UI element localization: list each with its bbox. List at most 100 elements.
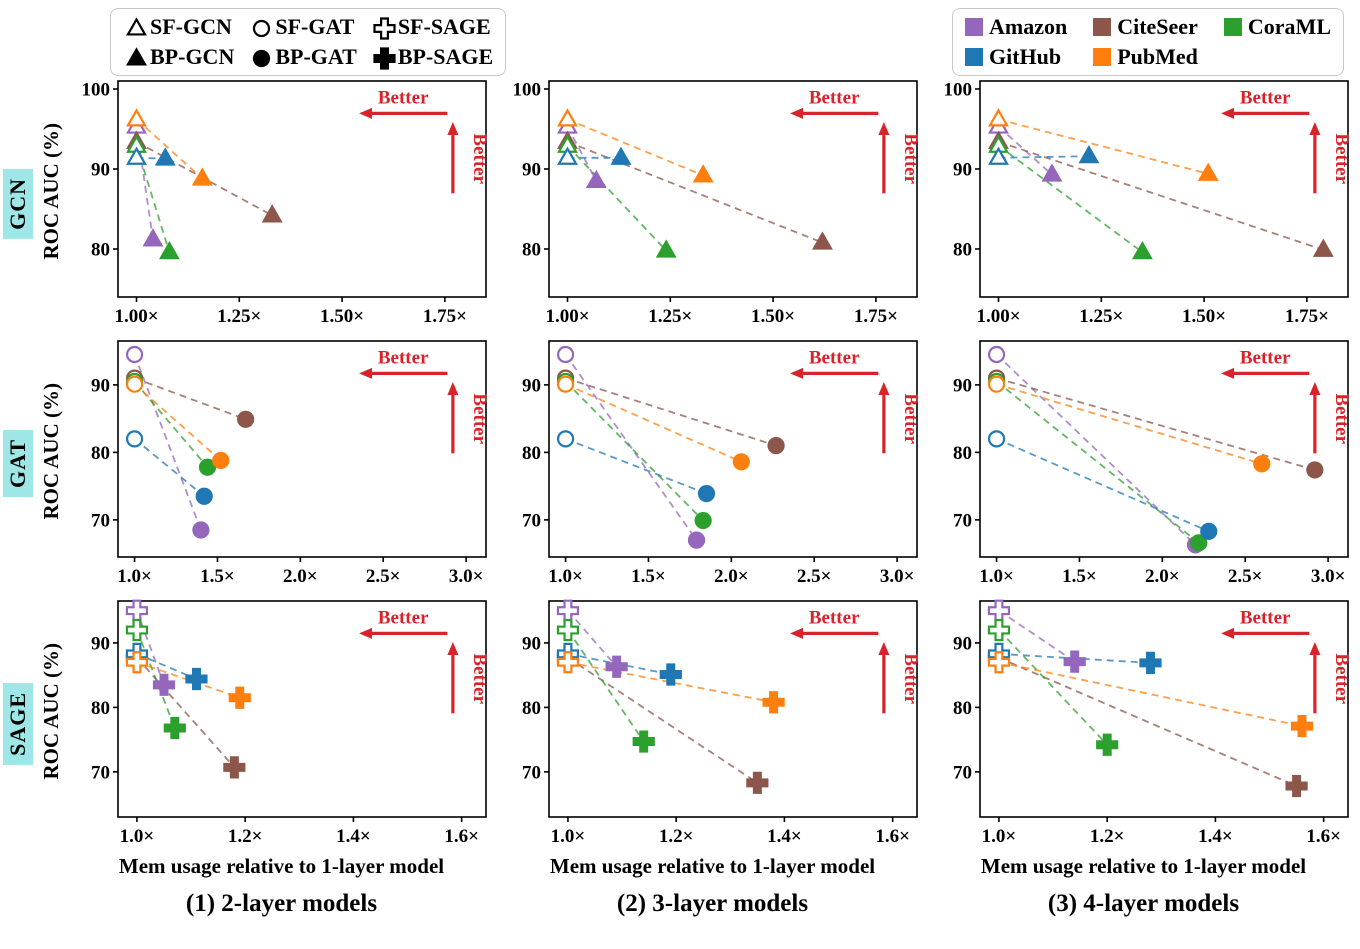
svg-text:1.0×: 1.0× [548, 566, 583, 587]
citeseer-swatch-icon [1093, 18, 1112, 36]
x-axis-label-col3: Mem usage relative to 1-layer model [980, 854, 1307, 878]
svg-text:Better: Better [378, 608, 429, 629]
svg-text:1.75×: 1.75× [423, 306, 467, 327]
svg-text:90: 90 [91, 633, 110, 654]
legend-item-bp-sage: BP-SAGE [371, 42, 493, 72]
svg-text:Better: Better [378, 348, 429, 369]
svg-text:1.2×: 1.2× [659, 826, 694, 847]
column-captions: (1) 2-layer models (2) 3-layer models (3… [0, 882, 1360, 918]
plot-sage-3layer: 1.0× 1.2× 1.4× 1.6× 70 80 90 Better Better [522, 599, 921, 847]
plot-gcn-2layer: 1.00× 1.25× 1.50× 1.75× 80 90 100 Better Better [82, 80, 491, 328]
svg-text:70: 70 [522, 762, 541, 783]
coraml-swatch-icon [1223, 18, 1242, 36]
svg-text:1.50×: 1.50× [1182, 306, 1226, 327]
svg-text:Better: Better [809, 88, 860, 109]
legend-item-coraml: CoraML [1223, 12, 1331, 42]
sf-gcn-marker-icon [123, 14, 150, 41]
legend-item-github: GitHub [965, 42, 1067, 72]
x-axis-labels: Mem usage relative to 1-layer model Mem … [0, 854, 1360, 882]
bp-gcn-marker-icon [123, 44, 150, 71]
svg-text:90: 90 [522, 375, 541, 396]
svg-text:1.25×: 1.25× [1079, 306, 1123, 327]
svg-text:1.6×: 1.6× [875, 826, 910, 847]
legend-label-sf-gat: SF-GAT [275, 14, 355, 39]
row-label-gcn: GCN [3, 169, 33, 239]
svg-text:90: 90 [953, 160, 972, 181]
svg-text:1.00×: 1.00× [545, 306, 589, 327]
svg-text:1.50×: 1.50× [751, 306, 795, 327]
legend-label-bp-gcn: BP-GCN [150, 44, 235, 69]
bp-gat-marker-icon [248, 44, 275, 71]
svg-text:1.00×: 1.00× [114, 306, 158, 327]
caption-4layer: (3) 4-layer models [1047, 890, 1240, 917]
svg-text:1.6×: 1.6× [444, 826, 479, 847]
legend-item-sf-sage: SF-SAGE [371, 12, 493, 42]
svg-text:1.2×: 1.2× [1090, 826, 1125, 847]
svg-text:1.4×: 1.4× [1198, 826, 1233, 847]
plot-gat-3layer: 1.0× 1.5× 2.0× 2.5× 3.0× 70 80 90 Better Better [522, 340, 921, 587]
svg-text:80: 80 [91, 240, 110, 261]
svg-text:2.0×: 2.0× [714, 566, 749, 587]
plot-gat-2layer: 1.0× 1.5× 2.0× 2.5× 3.0× 70 80 90 Better Better [91, 340, 490, 587]
svg-text:Better: Better [809, 608, 860, 629]
legend-label-bp-gat: BP-GAT [275, 44, 357, 69]
svg-text:2.0×: 2.0× [283, 566, 318, 587]
legend-item-bp-gat: BP-GAT [248, 42, 357, 72]
caption-3layer: (2) 3-layer models [616, 890, 809, 917]
x-axis-label-col1: Mem usage relative to 1-layer model [118, 854, 445, 878]
svg-text:2.5×: 2.5× [1228, 566, 1263, 587]
svg-text:90: 90 [953, 633, 972, 654]
svg-text:70: 70 [953, 762, 972, 783]
svg-text:1.50×: 1.50× [320, 306, 364, 327]
svg-text:90: 90 [91, 375, 110, 396]
svg-text:1.2×: 1.2× [228, 826, 263, 847]
row-sage: SAGE ROC AUC (%) 1.0× 1.2× 1.4× 1.6× 70 80 90 B… [0, 594, 1360, 854]
svg-text:1.25×: 1.25× [217, 306, 261, 327]
svg-text:Better: Better [1331, 133, 1352, 184]
legend-label-amazon: Amazon [989, 14, 1068, 39]
svg-text:1.5×: 1.5× [1062, 566, 1097, 587]
marker-legend: SF-GCN SF-GAT SF-SAGE BP-GCN BP-GAT BP-S… [110, 8, 507, 76]
svg-text:70: 70 [91, 762, 110, 783]
y-axis-label-gcn: ROC AUC (%) [38, 122, 63, 260]
svg-text:90: 90 [522, 160, 541, 181]
svg-text:80: 80 [953, 443, 972, 464]
plot-sage-4layer: 1.0× 1.2× 1.4× 1.6× 70 80 90 Better Better [953, 599, 1352, 847]
svg-text:70: 70 [953, 510, 972, 531]
svg-text:80: 80 [522, 443, 541, 464]
svg-text:Better: Better [900, 133, 921, 184]
plot-sage-2layer: 1.0× 1.2× 1.4× 1.6× 70 80 90 Better Better [91, 599, 490, 847]
svg-text:80: 80 [91, 443, 110, 464]
svg-text:2.5×: 2.5× [366, 566, 401, 587]
pubmed-swatch-icon [1093, 48, 1112, 66]
svg-text:Better: Better [1240, 88, 1291, 109]
svg-text:1.00×: 1.00× [976, 306, 1020, 327]
legend-item-bp-gcn: BP-GCN [123, 42, 234, 72]
legend-item-sf-gat: SF-GAT [248, 12, 356, 42]
svg-text:1.25×: 1.25× [648, 306, 692, 327]
legend-item-sf-gcn: SF-GCN [123, 12, 234, 42]
legend-label-sf-sage: SF-SAGE [397, 14, 491, 39]
legend-label-pubmed: PubMed [1117, 44, 1198, 69]
svg-text:90: 90 [522, 633, 541, 654]
legend-item-pubmed: PubMed [1093, 42, 1198, 72]
svg-text:Better: Better [809, 348, 860, 369]
svg-text:Better: Better [378, 88, 429, 109]
sf-gat-marker-icon [248, 14, 275, 41]
svg-text:1.0×: 1.0× [979, 566, 1014, 587]
row-gat: GAT ROC AUC (%) 1.0× 1.5× 2.0× 2.5× 3.0× 70 80… [0, 334, 1360, 594]
svg-text:100: 100 [82, 80, 111, 101]
legend-label-citeseer: CiteSeer [1117, 14, 1198, 39]
legend-bar: SF-GCN SF-GAT SF-SAGE BP-GCN BP-GAT BP-S… [0, 0, 1360, 76]
sf-sage-marker-icon [371, 14, 398, 41]
svg-text:1.0×: 1.0× [551, 826, 586, 847]
svg-text:1.4×: 1.4× [336, 826, 371, 847]
legend-label-bp-sage: BP-SAGE [397, 44, 494, 69]
row-label-gat: GAT [3, 430, 33, 498]
row-label-sage: SAGE [3, 683, 33, 765]
bp-sage-marker-icon [371, 44, 398, 71]
legend-item-citeseer: CiteSeer [1093, 12, 1198, 42]
svg-text:3.0×: 3.0× [1311, 566, 1346, 587]
svg-text:90: 90 [953, 375, 972, 396]
svg-text:3.0×: 3.0× [880, 566, 915, 587]
